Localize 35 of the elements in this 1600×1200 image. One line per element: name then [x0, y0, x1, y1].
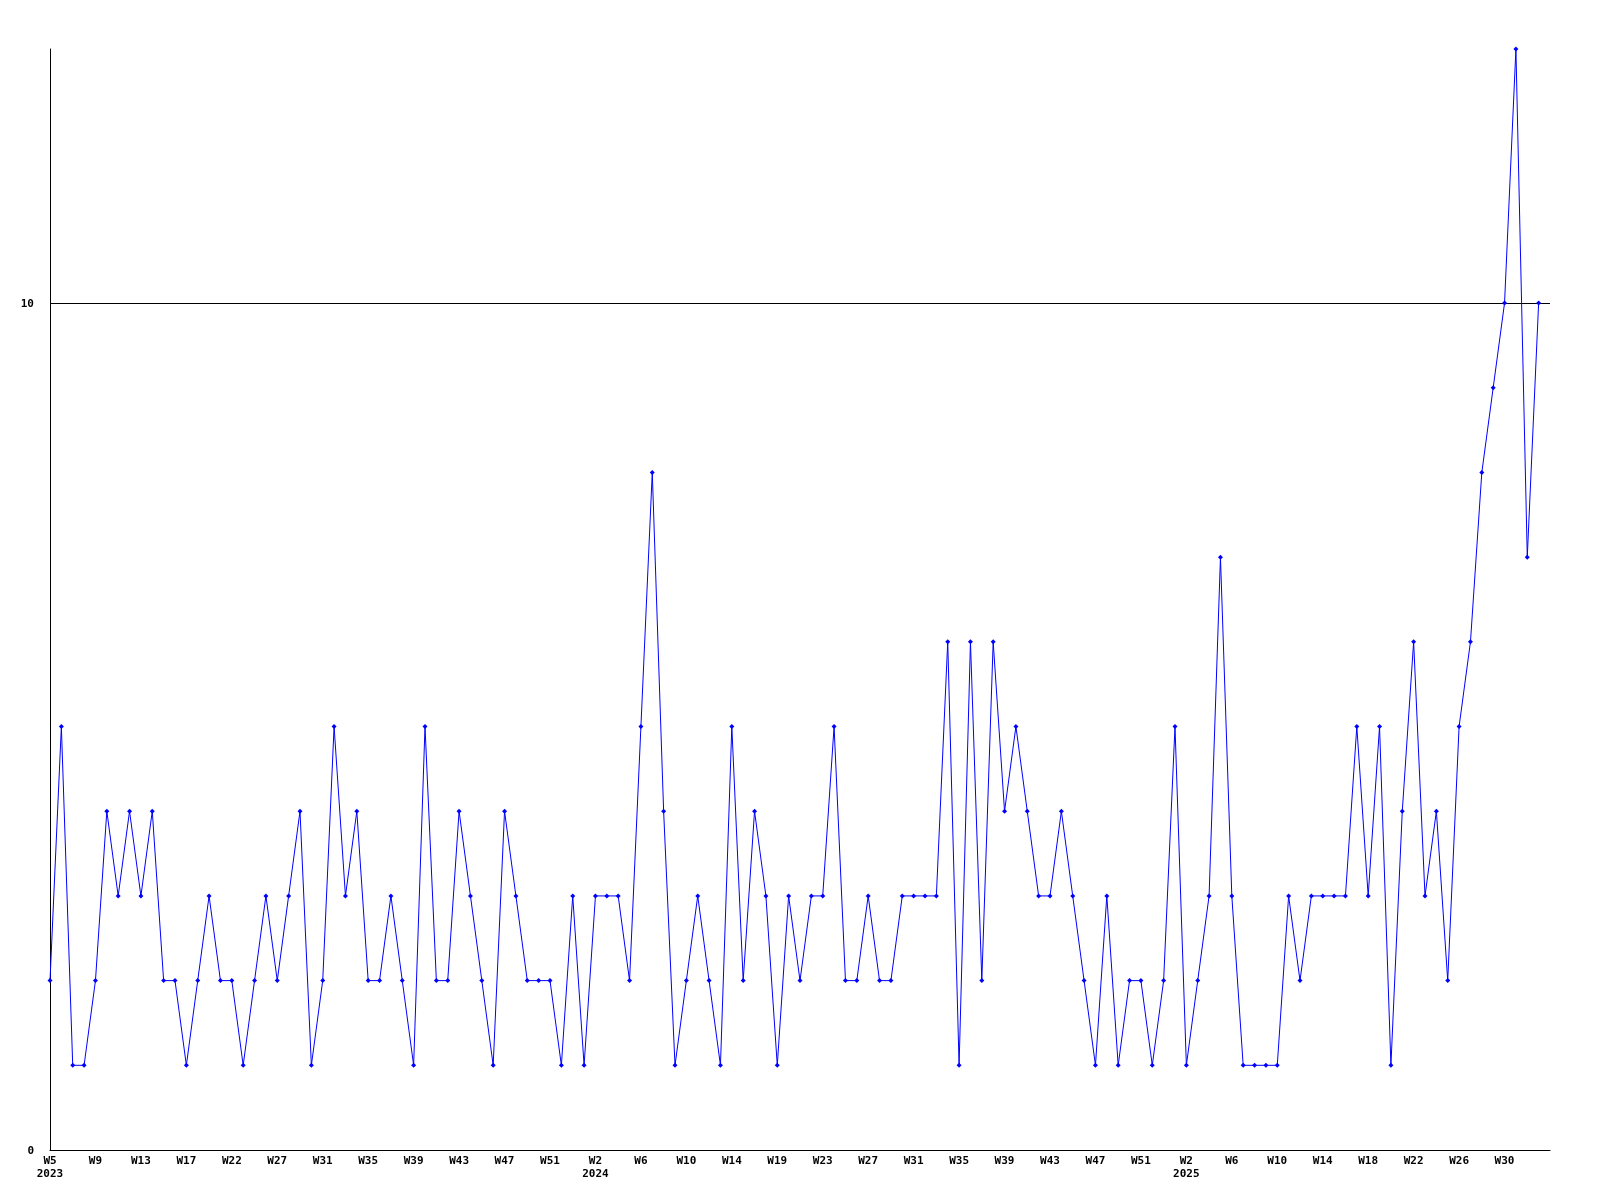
x-tick-label: W10	[1267, 1154, 1288, 1167]
x-tick-label: W30	[1494, 1154, 1515, 1167]
x-tick-label: W35	[358, 1154, 379, 1167]
x-tick-label: W14	[721, 1154, 743, 1167]
x-tick-label: W27	[858, 1154, 879, 1167]
x-tick-label: W51	[1130, 1154, 1152, 1167]
x-tick-label: W6	[1225, 1154, 1239, 1167]
x-tick-label: W47	[1085, 1154, 1106, 1167]
x-tick-label: W39	[994, 1154, 1015, 1167]
x-tick-label: W19	[767, 1154, 788, 1167]
x-tick-label: W43	[449, 1154, 470, 1167]
x-tick-label: W47	[494, 1154, 515, 1167]
x-tick-label: W13	[130, 1154, 151, 1167]
y-tick-label: 0	[27, 1143, 34, 1157]
x-tick-label: W10	[676, 1154, 697, 1167]
x-tick-label: W31	[312, 1154, 334, 1167]
x-tick-label: W14	[1312, 1154, 1334, 1167]
x-tick-label: W17	[176, 1154, 197, 1167]
x-tick-label: W18	[1358, 1154, 1379, 1167]
x-tick-label: W26	[1449, 1154, 1470, 1167]
x-tick-label: W22	[221, 1154, 242, 1167]
x-tick-label: W27	[267, 1154, 288, 1167]
x-tick-label: W31	[903, 1154, 924, 1167]
x-tick-label: W22	[1403, 1154, 1424, 1167]
x-tick-label: W6	[634, 1154, 648, 1167]
x-tick-label: W43	[1040, 1154, 1060, 1167]
y-tick-label: 10	[20, 296, 34, 310]
x-tick-label: W39	[403, 1154, 424, 1167]
x-tick-label: W2 2025	[1173, 1154, 1200, 1180]
x-tick-label: W5 2023	[36, 1154, 64, 1180]
x-tick-label: W2 2024	[582, 1154, 610, 1180]
x-tick-label: W51	[540, 1154, 561, 1167]
x-tick-label: W9	[88, 1154, 103, 1167]
x-tick-label: W23	[812, 1154, 833, 1167]
x-tick-label: W35	[949, 1154, 970, 1167]
